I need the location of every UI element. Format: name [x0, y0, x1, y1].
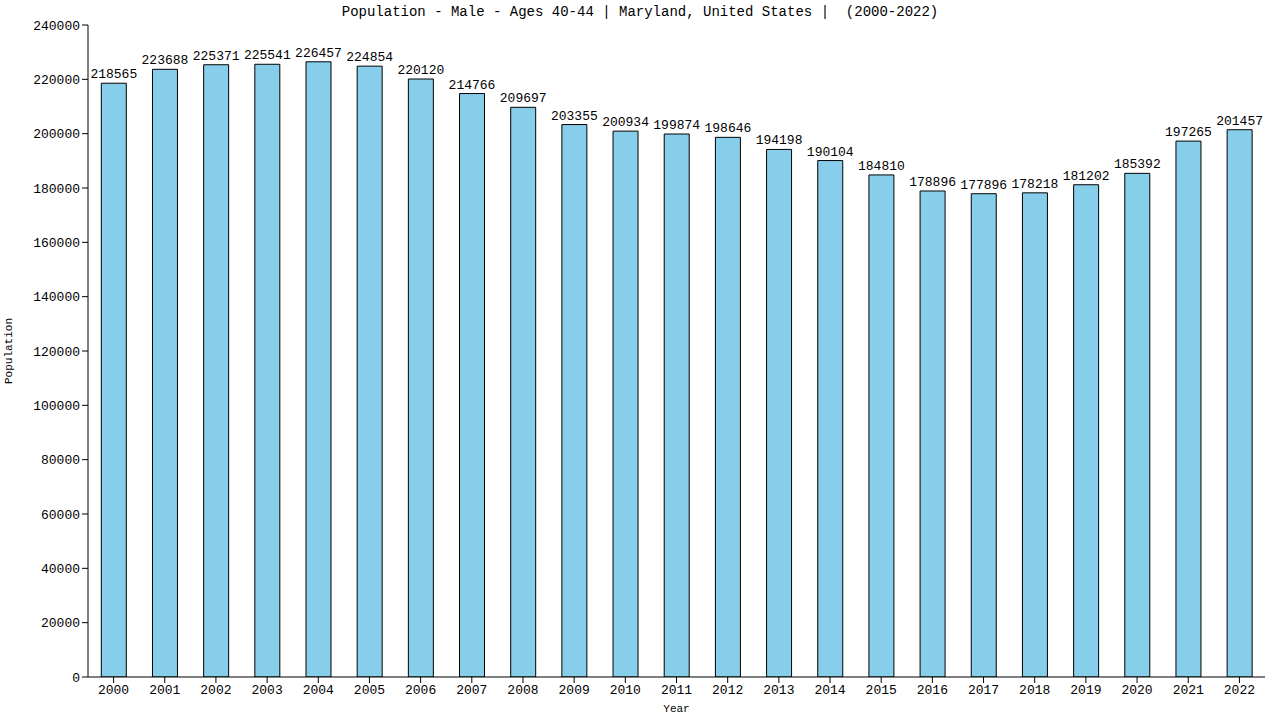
svg-text:2004: 2004 — [303, 683, 334, 698]
svg-text:2017: 2017 — [968, 683, 999, 698]
svg-text:199874: 199874 — [653, 118, 700, 133]
svg-text:2020: 2020 — [1121, 683, 1152, 698]
svg-text:225371: 225371 — [193, 49, 240, 64]
svg-text:2013: 2013 — [763, 683, 794, 698]
svg-text:201457: 201457 — [1216, 114, 1263, 129]
svg-text:224854: 224854 — [346, 50, 393, 65]
svg-text:200934: 200934 — [602, 115, 649, 130]
svg-text:180000: 180000 — [33, 182, 80, 197]
svg-text:160000: 160000 — [33, 236, 80, 251]
svg-text:40000: 40000 — [41, 562, 80, 577]
svg-text:120000: 120000 — [33, 345, 80, 360]
svg-text:2022: 2022 — [1224, 683, 1255, 698]
svg-text:2016: 2016 — [917, 683, 948, 698]
svg-text:225541: 225541 — [244, 48, 291, 63]
svg-text:2009: 2009 — [559, 683, 590, 698]
svg-text:0: 0 — [72, 671, 80, 686]
svg-text:223688: 223688 — [142, 53, 189, 68]
svg-text:2019: 2019 — [1070, 683, 1101, 698]
svg-text:2008: 2008 — [507, 683, 538, 698]
svg-text:Population: Population — [8, 318, 15, 384]
svg-text:2021: 2021 — [1173, 683, 1204, 698]
svg-text:2005: 2005 — [354, 683, 385, 698]
svg-text:2007: 2007 — [456, 683, 487, 698]
svg-text:220120: 220120 — [397, 63, 444, 78]
svg-text:178896: 178896 — [909, 175, 956, 190]
svg-text:198646: 198646 — [704, 121, 751, 136]
svg-text:194198: 194198 — [756, 133, 803, 148]
svg-text:2015: 2015 — [866, 683, 897, 698]
svg-text:218565: 218565 — [90, 67, 137, 82]
html-text:Population - Male - Ages 40-44: Population - Male - Ages 40-44 | Marylan… — [341, 4, 939, 20]
svg-text:184810: 184810 — [858, 159, 905, 174]
svg-text:2011: 2011 — [661, 683, 692, 698]
svg-text:2001: 2001 — [149, 683, 180, 698]
svg-text:80000: 80000 — [41, 453, 80, 468]
svg-text:220000: 220000 — [33, 73, 80, 88]
svg-text:177896: 177896 — [960, 178, 1007, 193]
svg-text:2012: 2012 — [712, 683, 743, 698]
svg-text:2018: 2018 — [1019, 683, 1050, 698]
svg-text:2000: 2000 — [98, 683, 129, 698]
svg-text:178218: 178218 — [1012, 177, 1059, 192]
svg-text:190104: 190104 — [807, 145, 854, 160]
svg-text:20000: 20000 — [41, 616, 80, 631]
svg-text:2014: 2014 — [814, 683, 845, 698]
svg-text:60000: 60000 — [41, 508, 80, 523]
svg-text:203355: 203355 — [551, 109, 598, 124]
svg-text:Year: Year — [663, 703, 689, 715]
svg-text:226457: 226457 — [295, 46, 342, 61]
svg-text:181202: 181202 — [1063, 169, 1110, 184]
svg-text:214766: 214766 — [449, 78, 496, 93]
svg-text:185392: 185392 — [1114, 157, 1161, 172]
svg-text:100000: 100000 — [33, 399, 80, 414]
svg-text:2002: 2002 — [200, 683, 231, 698]
svg-text:197265: 197265 — [1165, 125, 1212, 140]
svg-text:2003: 2003 — [251, 683, 282, 698]
svg-text:209697: 209697 — [500, 91, 547, 106]
svg-text:140000: 140000 — [33, 290, 80, 305]
svg-text:240000: 240000 — [33, 19, 80, 34]
svg-text:2010: 2010 — [610, 683, 641, 698]
svg-text:200000: 200000 — [33, 127, 80, 142]
svg-text:2006: 2006 — [405, 683, 436, 698]
